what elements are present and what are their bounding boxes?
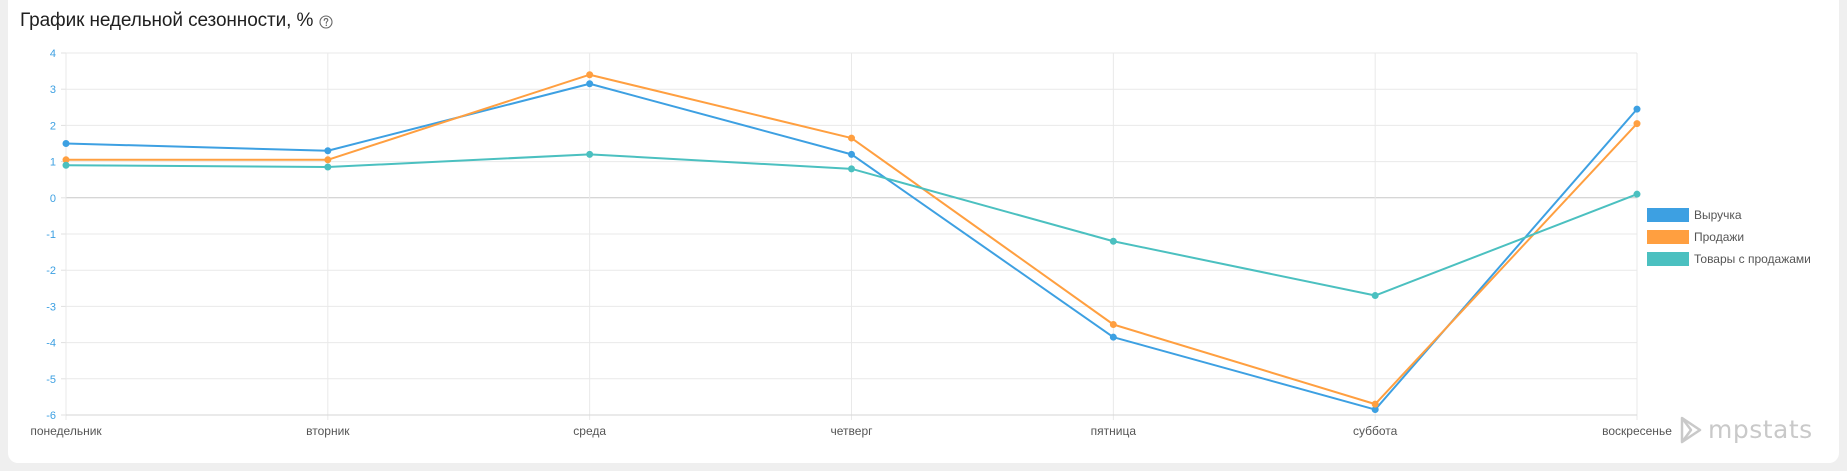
y-tick-label: 0: [50, 193, 56, 205]
data-point-sales: [1633, 120, 1641, 128]
data-point-items-with-sales: [586, 150, 594, 158]
data-point-sales: [1371, 400, 1379, 408]
y-tick-label: 1: [50, 157, 56, 169]
legend-label-revenue: Выручка: [1694, 208, 1742, 222]
data-point-items-with-sales: [1371, 292, 1379, 300]
data-point-items-with-sales: [62, 161, 70, 169]
data-point-revenue: [586, 80, 594, 88]
y-tick-label: -2: [46, 265, 56, 277]
legend-label-sales: Продажи: [1694, 230, 1745, 244]
chart-header: График недельной сезонности, %: [20, 10, 333, 32]
data-point-sales: [324, 156, 332, 164]
data-point-revenue: [324, 147, 332, 155]
data-point-sales: [848, 134, 855, 142]
data-point-revenue: [1633, 105, 1641, 113]
x-tick-label: понедельник: [30, 424, 102, 438]
y-tick-label: -4: [46, 338, 56, 350]
legend-item-items-with-sales[interactable]: Товары с продажами: [1647, 248, 1811, 270]
data-point-items-with-sales: [1633, 190, 1641, 198]
chart-legend: Выручка Продажи Товары с продажами: [1647, 204, 1811, 270]
mpstats-logo-icon: [1680, 416, 1702, 443]
y-tick-label: 3: [50, 84, 56, 96]
x-tick-label: вторник: [306, 424, 350, 438]
legend-swatch-revenue: [1647, 208, 1689, 222]
data-point-revenue: [1109, 333, 1117, 341]
y-tick-label: -5: [46, 374, 56, 386]
y-tick-label: -6: [46, 410, 56, 422]
data-point-items-with-sales: [848, 165, 855, 173]
legend-item-sales[interactable]: Продажи: [1647, 226, 1811, 248]
question-circle-icon[interactable]: [319, 14, 333, 29]
x-tick-label: воскресенье: [1602, 424, 1672, 438]
legend-label-items-with-sales: Товары с продажами: [1694, 252, 1811, 266]
x-tick-label: четверг: [831, 424, 874, 438]
data-point-sales: [586, 71, 594, 79]
y-tick-label: -3: [46, 301, 56, 313]
chart-title: График недельной сезонности, %: [20, 10, 314, 31]
y-tick-label: -1: [46, 229, 56, 241]
legend-item-revenue[interactable]: Выручка: [1647, 204, 1811, 226]
data-point-items-with-sales: [1109, 237, 1117, 245]
legend-swatch-sales: [1647, 230, 1689, 244]
data-point-revenue: [848, 150, 855, 158]
y-tick-label: 2: [50, 120, 56, 132]
y-tick-label: 4: [50, 48, 56, 60]
data-point-sales: [1109, 321, 1117, 328]
x-tick-label: пятница: [1091, 424, 1137, 438]
x-tick-label: среда: [573, 424, 606, 438]
x-tick-label: суббота: [1353, 424, 1398, 438]
brand-watermark: mpstats: [1680, 415, 1813, 444]
brand-name: mpstats: [1708, 415, 1813, 444]
data-point-revenue: [62, 140, 70, 147]
data-point-items-with-sales: [324, 163, 332, 171]
legend-swatch-items-with-sales: [1647, 252, 1689, 266]
chart-card: [8, 0, 1839, 463]
